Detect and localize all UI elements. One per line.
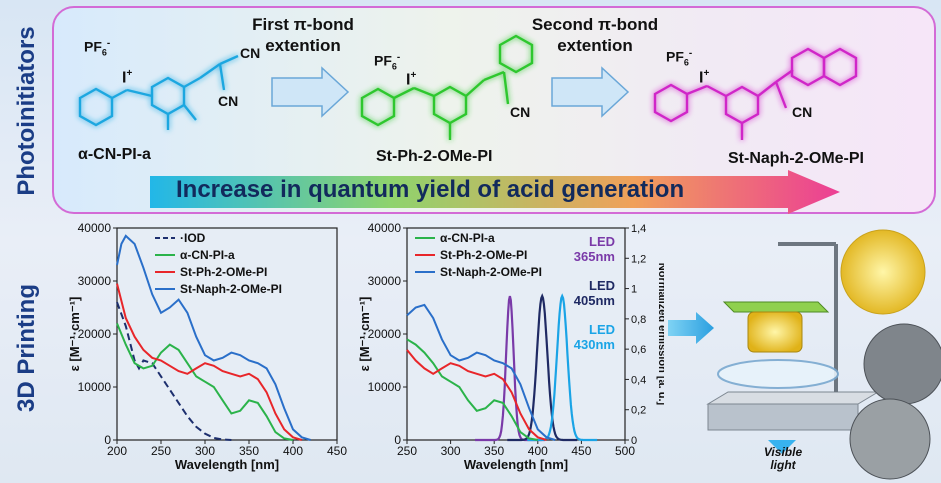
series-line-1 (406, 338, 538, 441)
section-label-3d-printing: 3D Printing (13, 284, 40, 413)
second-step-line1: Second π-bond (531, 15, 659, 34)
build-plate (722, 301, 830, 313)
printed-lattice-photo (840, 229, 926, 315)
y-axis-label: ε [M⁻¹·cm⁻¹] (357, 297, 372, 372)
molecule-2-structure (360, 34, 534, 140)
y-tick-label: 10000 (78, 380, 112, 394)
y2-tick-label: 0,8 (631, 314, 646, 326)
y-tick-label: 0 (104, 433, 111, 447)
molecule-3-name: St-Naph-2-OMe-PI (728, 150, 864, 167)
legend-label-4: St-Naph-2-OMe-PI (180, 282, 282, 296)
x-axis-label: Wavelength [nm] (464, 457, 568, 472)
y-tick-label: 30000 (78, 274, 112, 288)
emission-label-line2-3: 430nm (574, 337, 615, 352)
series-line-4 (116, 234, 311, 441)
emission-label-line1-2: LED (589, 278, 615, 293)
sem-image-2 (849, 398, 931, 480)
y-tick-label: 30000 (368, 274, 402, 288)
molecule-1-iodine: I+ (122, 68, 133, 87)
y2-tick-label: 0,2 (631, 405, 646, 417)
legend-label-2: St-Ph-2-OMe-PI (440, 248, 527, 262)
x-tick-label: 300 (195, 444, 215, 458)
molecule-1-anion: PF6- (84, 38, 111, 58)
quantum-yield-banner-text: Increase in quantum yield of acid genera… (176, 176, 685, 203)
x-tick-label: 450 (327, 444, 347, 458)
legend-label-1: α-CN-PI-a (440, 231, 495, 245)
molecule-3-anion: PF6- (666, 48, 693, 68)
y-tick-label: 40000 (368, 221, 402, 235)
y-tick-label: 40000 (78, 221, 112, 235)
series-line-3 (406, 303, 556, 441)
y-tick-label: 10000 (368, 380, 402, 394)
molecule-1-cn-bottom: CN (218, 93, 239, 109)
x-tick-label: 250 (151, 444, 171, 458)
plot-area (116, 227, 338, 441)
legend-label-2: α-CN-PI-a (180, 248, 235, 262)
second-step-line2: extention (557, 36, 633, 55)
emission-label-line2-2: 405nm (574, 293, 615, 308)
y2-axis-label: Normalized emission [a. u.] (656, 263, 664, 406)
x-tick-label: 300 (441, 444, 461, 458)
molecule-3-cn: CN (792, 104, 813, 120)
emission-label-line1-1: LED (589, 234, 615, 249)
visible-light-line2: light (770, 458, 796, 472)
first-step-line1: First π-bond (252, 15, 354, 34)
step-arrows (271, 66, 630, 118)
y2-tick-label: 1,2 (631, 253, 646, 265)
x-tick-label: 500 (615, 444, 635, 458)
visible-light-label: Visible light (758, 446, 808, 472)
series-line-3 (116, 283, 303, 441)
x-tick-label: 250 (397, 444, 417, 458)
printer-frame (706, 242, 880, 431)
emission-label-line2-1: 365nm (574, 249, 615, 264)
legend-label-3: St-Naph-2-OMe-PI (440, 265, 542, 279)
legend-label-3: St-Ph-2-OMe-PI (180, 265, 267, 279)
x-tick-label: 200 (107, 444, 127, 458)
x-tick-label: 350 (239, 444, 259, 458)
x-tick-label: 450 (571, 444, 591, 458)
printer-illustration (668, 229, 941, 480)
legend-label-1: ·IOD (180, 231, 206, 245)
visible-light-line1: Visible (763, 445, 803, 459)
absorption-chart-1: 200 250 300 350 400 450 0 10000 20000 30000 40000 W… (67, 221, 347, 472)
y-tick-label: 0 (394, 433, 401, 447)
light-source (768, 440, 796, 454)
y2-tick-label: 0,4 (631, 374, 646, 386)
y-tick-label: 20000 (368, 327, 402, 341)
y2-tick-label: 1 (631, 284, 637, 296)
x-axis-label: Wavelength [nm] (175, 457, 279, 472)
resin-vat (717, 359, 839, 389)
sem-image-1 (863, 323, 941, 405)
printed-part (747, 311, 803, 353)
molecule-2-name: St-Ph-2-OMe-PI (376, 148, 493, 165)
x-tick-label: 400 (528, 444, 548, 458)
molecule-1-structure (78, 54, 239, 130)
molecule-2-cn: CN (510, 104, 531, 120)
molecule-2-iodine: I+ (406, 70, 417, 89)
molecule-3-iodine: I+ (699, 68, 710, 87)
molecule-1-name: α-CN-PI-a (78, 146, 151, 163)
molecule-structures (78, 34, 858, 140)
y2-tick-label: 1,4 (631, 223, 646, 235)
emission-line-2 (507, 293, 577, 442)
emission-line-3 (527, 293, 598, 442)
y2-tick-label: 0 (631, 435, 637, 447)
molecule-3-structure (653, 47, 858, 140)
series-line-2 (406, 349, 547, 441)
series-line-2 (116, 323, 294, 441)
y-axis-label: ε [M⁻¹·cm⁻¹] (67, 297, 82, 372)
molecule-2-anion: PF6- (374, 52, 401, 72)
x-tick-label: 400 (283, 444, 303, 458)
emission-label-line1-3: LED (589, 322, 615, 337)
absorption-emission-chart-2: 250 300 350 400 450 500010000200003000040000W… (357, 221, 664, 472)
y2-tick-label: 0,6 (631, 344, 646, 356)
second-step-label: Second π-bond extention (520, 14, 670, 56)
first-step-label: First π-bond extention (228, 14, 378, 56)
molecule-1-cn-top: CN (240, 45, 261, 61)
y-tick-label: 20000 (78, 327, 112, 341)
quantum-yield-arrow (150, 170, 840, 214)
x-tick-label: 350 (484, 444, 504, 458)
light-arrow (668, 312, 714, 344)
first-step-line2: extention (265, 36, 341, 55)
